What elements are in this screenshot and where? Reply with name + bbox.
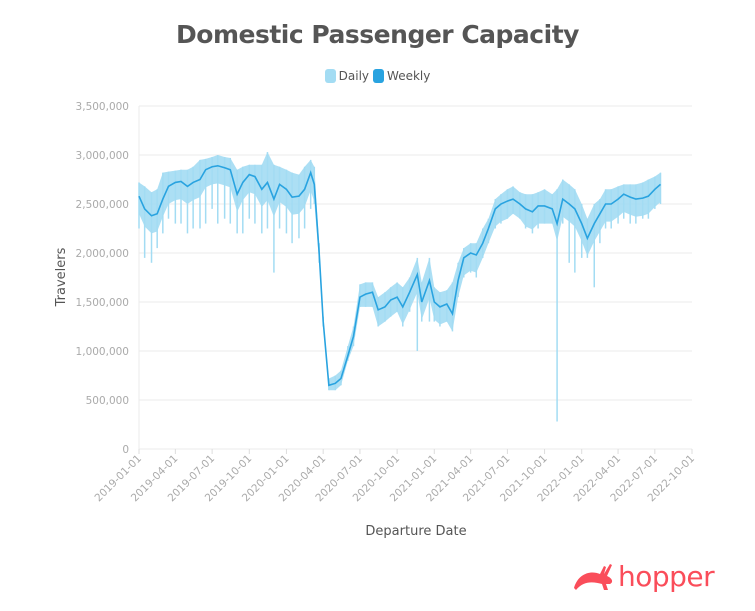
y-tick-label: 3,000,000 xyxy=(76,150,129,162)
y-tick-label: 0 xyxy=(122,444,129,456)
weekly-swatch xyxy=(373,69,385,83)
legend: Daily Weekly xyxy=(0,69,755,83)
rabbit-icon xyxy=(574,563,613,590)
hopper-logo: hopper xyxy=(572,560,715,593)
y-axis-label: Travelers xyxy=(54,247,69,307)
y-tick-label: 1,000,000 xyxy=(76,346,129,358)
weekly-series-line xyxy=(138,164,662,387)
y-tick-label: 3,500,000 xyxy=(76,101,129,113)
daily-swatch xyxy=(324,69,336,83)
y-tick-label: 500,000 xyxy=(86,395,129,407)
legend-label-daily: Daily xyxy=(338,69,370,83)
y-tick-label: 2,500,000 xyxy=(76,199,129,211)
legend-label-weekly: Weekly xyxy=(387,69,431,83)
logo-text: hopper xyxy=(618,560,715,593)
legend-item-weekly[interactable]: Weekly xyxy=(373,69,430,83)
chart-title: Domestic Passenger Capacity xyxy=(176,20,579,49)
y-tick-label: 2,000,000 xyxy=(76,248,129,260)
y-tick-label: 1,500,000 xyxy=(76,297,129,309)
x-axis-label: Departure Date xyxy=(365,524,466,539)
legend-item-daily[interactable]: Daily xyxy=(324,69,370,83)
